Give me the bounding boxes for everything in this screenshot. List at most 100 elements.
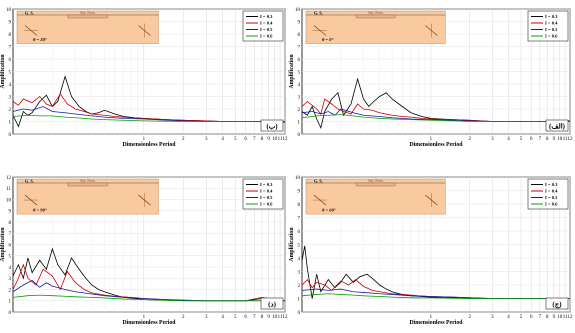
y-tick-label: 3 <box>9 95 12 100</box>
panel-label: (ب) <box>260 119 284 132</box>
legend-label: I = 0.4 <box>545 189 558 194</box>
y-tick-label: 10 <box>295 8 301 13</box>
panel-label-box <box>260 119 284 132</box>
y-tick-label: 0 <box>298 311 301 316</box>
x-tick-label: 5 <box>520 315 523 320</box>
legend-label: I = 0.3 <box>260 182 273 187</box>
y-axis-label: Amplification <box>0 54 6 89</box>
y-tick-label: 7 <box>9 45 12 50</box>
x-tick-label: 6 <box>244 315 247 320</box>
y-tick-label: 8 <box>9 33 12 38</box>
y-tick-label: 0 <box>298 133 301 138</box>
panel-label-text: (الف) <box>549 123 566 131</box>
ground-surface-label: G. S. <box>314 179 323 184</box>
x-axis-label: Dimensionless Period <box>123 320 177 326</box>
legend-label: I = 0.3 <box>545 182 558 187</box>
y-tick-label: 6 <box>298 58 301 63</box>
legend-label: I = 0.3 <box>260 14 273 19</box>
legend-label: I = 0.4 <box>545 21 558 26</box>
x-tick-label: 2 <box>182 315 185 320</box>
x-tick-label: 11 <box>563 315 568 320</box>
y-tick-label: 5 <box>298 243 301 248</box>
x-tick-label: 7 <box>539 137 542 142</box>
panel-label-text: (د) <box>268 301 276 309</box>
x-tick-label: 7 <box>539 315 542 320</box>
y-tick-label: 5 <box>298 70 301 75</box>
legend-label: I = 0.6 <box>545 34 558 39</box>
legend-label: I = 0.5 <box>545 195 558 200</box>
x-axis-label: Dimensionless Period <box>410 320 464 326</box>
x-tick-label: 6 <box>530 315 533 320</box>
y-tick-label: 7 <box>298 216 301 221</box>
legend-label: I = 0.4 <box>260 189 273 194</box>
panel-label-box <box>260 297 284 310</box>
y-tick-label: 8 <box>298 203 301 208</box>
x-tick-label: 7 <box>253 137 256 142</box>
x-tick-label: 8 <box>261 315 264 320</box>
y-tick-label: 5 <box>9 70 12 75</box>
y-tick-label: 10 <box>6 8 12 13</box>
series-line-4 <box>12 114 285 122</box>
legend-label: I = 0.4 <box>260 21 273 26</box>
y-tick-label: 0 <box>9 311 12 316</box>
schematic-inset: G. S.Ref. PointSR7 0.1θ = 30° <box>16 11 159 44</box>
y-tick-label: 7 <box>9 232 12 237</box>
legend-label: I = 0.5 <box>545 27 558 32</box>
reference-point-label: Ref. Point <box>368 179 383 183</box>
legend: I = 0.3 I = 0.4I = 0.5 I = 0.6 <box>242 178 284 210</box>
x-tick-label: 4 <box>507 137 510 142</box>
series-line-4 <box>301 114 570 122</box>
x-tick-label: 9 <box>553 315 556 320</box>
series-line-4 <box>12 294 285 302</box>
x-tick-label: 7 <box>253 315 256 320</box>
x-tick-label: 1 <box>430 315 433 320</box>
x-tick-label: 5 <box>234 137 237 142</box>
x-tick-label: 11 <box>278 137 283 142</box>
x-tick-label: 5 <box>234 315 237 320</box>
schematic-inset: G. S.Ref. PointSR7 0.1θ = 90° <box>16 179 159 215</box>
x-tick-label: 10 <box>272 137 278 142</box>
x-axis-label: Dimensionless Period <box>410 142 464 148</box>
legend: I = 0.3 I = 0.4I = 0.5 I = 0.6 <box>242 10 284 42</box>
legend: I = 0.3 I = 0.4I = 0.5 I = 0.6 <box>527 178 569 210</box>
y-tick-label: 2 <box>9 288 12 293</box>
x-tick-label: 6 <box>244 137 247 142</box>
y-tick-label: 4 <box>298 83 301 88</box>
y-tick-label: 9 <box>298 189 301 194</box>
y-tick-label: 1 <box>9 120 12 125</box>
y-tick-label: 11 <box>6 187 11 192</box>
panel-label-box <box>545 119 569 132</box>
x-tick-label: 10 <box>557 137 563 142</box>
incidence-angle-label: θ = 30° <box>33 37 47 42</box>
y-tick-label: 1 <box>298 120 301 125</box>
canyon-shape <box>355 182 396 187</box>
y-tick-label: 2 <box>298 108 301 113</box>
x-tick-label: 8 <box>546 137 549 142</box>
canyon-shape <box>67 182 108 187</box>
x-tick-label: 5 <box>520 137 523 142</box>
ground-surface-label: G. S. <box>25 11 34 16</box>
legend-label: I = 0.6 <box>260 34 273 39</box>
x-tick-label: 3 <box>491 137 494 142</box>
y-tick-label: 9 <box>9 210 12 215</box>
panel-label: (د) <box>260 297 284 310</box>
x-tick-label: 11 <box>278 315 283 320</box>
reference-point-label: Ref. Point <box>368 11 383 15</box>
legend: I = 0.3 I = 0.4I = 0.5 I = 0.6 <box>527 10 569 42</box>
incidence-angle-label: θ = 60° <box>322 208 336 213</box>
y-tick-label: 2 <box>9 108 12 113</box>
schematic-inset: G. S.Ref. PointSR7 0.1θ = 60° <box>305 179 446 215</box>
x-tick-label: 9 <box>267 315 270 320</box>
legend-label: I = 0.6 <box>260 202 273 207</box>
y-tick-label: 8 <box>9 221 12 226</box>
y-tick-label: 10 <box>295 176 301 181</box>
x-tick-label: 12 <box>568 315 574 320</box>
ground-surface-label: G. S. <box>25 179 34 184</box>
reference-point-label: Ref. Point <box>80 11 95 15</box>
legend-label: I = 0.3 <box>545 14 558 19</box>
x-tick-label: 3 <box>205 315 208 320</box>
y-axis-label: Amplification <box>289 227 295 262</box>
